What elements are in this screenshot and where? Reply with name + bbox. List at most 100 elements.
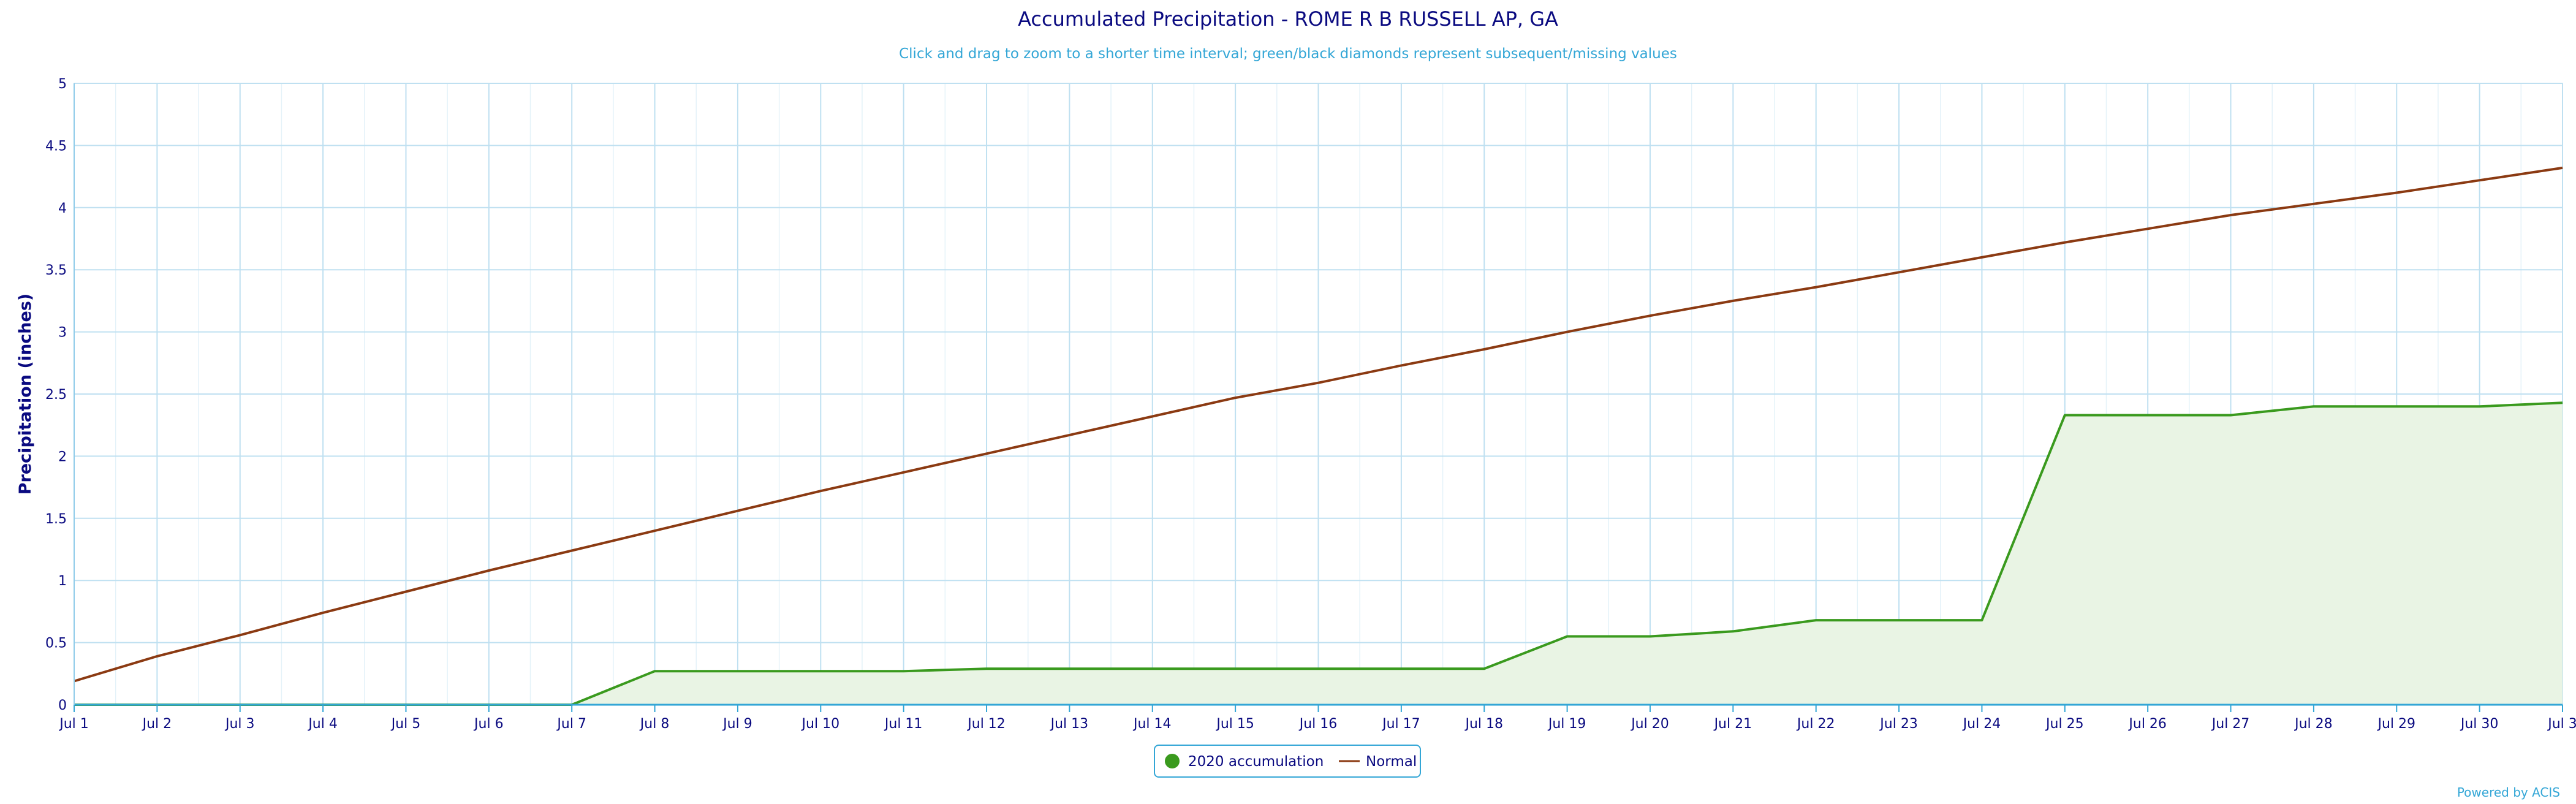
data-point-2020-accumulation[interactable] xyxy=(2395,404,2398,408)
data-point-2020-accumulation[interactable] xyxy=(1400,667,1403,670)
x-tick-label: Jul 29 xyxy=(2377,716,2416,732)
y-tick-label: 4.5 xyxy=(45,138,67,154)
data-point-normal[interactable] xyxy=(1814,286,1818,289)
data-point-2020-accumulation[interactable] xyxy=(1566,635,1569,639)
data-point-normal[interactable] xyxy=(2561,166,2564,170)
data-point-normal[interactable] xyxy=(1317,381,1320,385)
x-tick-label: Jul 9 xyxy=(722,716,752,732)
data-point-normal[interactable] xyxy=(1151,415,1154,419)
x-tick-label: Jul 4 xyxy=(307,716,338,732)
data-point-normal[interactable] xyxy=(902,471,906,474)
x-axis: Jul 1 Jul 2 Jul 3 Jul 4 Jul 5 Jul 6 Jul 7 Jul 8… xyxy=(58,704,2576,732)
x-tick-label: Jul 16 xyxy=(1298,716,1338,732)
data-point-normal[interactable] xyxy=(2312,202,2316,206)
x-tick-label: Jul 15 xyxy=(1215,716,1254,732)
data-point-2020-accumulation[interactable] xyxy=(653,669,657,673)
data-point-normal[interactable] xyxy=(1233,396,1237,400)
data-point-2020-accumulation[interactable] xyxy=(2312,404,2316,408)
legend-label-normal: Normal xyxy=(1366,754,1417,770)
data-point-normal[interactable] xyxy=(2063,241,2067,245)
data-point-2020-accumulation[interactable] xyxy=(2146,414,2150,417)
data-point-2020-accumulation[interactable] xyxy=(2561,401,2564,404)
x-tick-label: Jul 18 xyxy=(1464,716,1503,732)
data-point-normal[interactable] xyxy=(736,509,740,513)
data-point-normal[interactable] xyxy=(238,633,242,637)
y-tick-label: 0.5 xyxy=(45,636,67,651)
data-point-2020-accumulation[interactable] xyxy=(1482,667,1486,670)
x-tick-label: Jul 13 xyxy=(1050,716,1089,732)
x-tick-label: Jul 20 xyxy=(1630,716,1669,732)
data-point-2020-accumulation[interactable] xyxy=(1233,667,1237,670)
data-point-2020-accumulation[interactable] xyxy=(1897,618,1901,622)
y-axis: 0 0.5 1 1.5 2 2.5 3 3.5 4 4.5 5 xyxy=(45,77,75,713)
data-point-normal[interactable] xyxy=(819,489,822,493)
data-point-2020-accumulation[interactable] xyxy=(902,669,906,673)
data-point-2020-accumulation[interactable] xyxy=(1317,667,1320,670)
data-point-normal[interactable] xyxy=(653,529,657,533)
data-point-2020-accumulation[interactable] xyxy=(2478,404,2482,408)
data-point-2020-accumulation[interactable] xyxy=(2063,414,2067,417)
x-tick-label: Jul 26 xyxy=(2127,716,2167,732)
x-tick-label: Jul 6 xyxy=(473,716,504,732)
y-tick-label: 0 xyxy=(58,698,67,713)
x-tick-label: Jul 25 xyxy=(2045,716,2084,732)
y-tick-label: 4 xyxy=(58,201,67,216)
chart-subtitle: Click and drag to zoom to a shorter time… xyxy=(899,46,1677,62)
data-point-normal[interactable] xyxy=(487,569,491,572)
x-tick-label: Jul 5 xyxy=(390,716,421,732)
x-tick-label: Jul 8 xyxy=(639,716,670,732)
data-point-normal[interactable] xyxy=(1731,299,1735,303)
series-area-2020-accumulation xyxy=(74,403,2563,705)
y-tick-label: 1 xyxy=(58,574,67,589)
data-point-normal[interactable] xyxy=(321,611,325,615)
x-tick-label: Jul 30 xyxy=(2460,716,2499,732)
data-point-normal[interactable] xyxy=(2146,227,2150,230)
x-tick-label: Jul 10 xyxy=(801,716,840,732)
data-point-normal[interactable] xyxy=(570,549,574,553)
data-point-2020-accumulation[interactable] xyxy=(1814,618,1818,622)
data-point-2020-accumulation[interactable] xyxy=(1980,618,1983,622)
x-tick-label: Jul 12 xyxy=(966,716,1006,732)
data-point-normal[interactable] xyxy=(2229,213,2233,217)
y-axis-label: Precipitation (inches) xyxy=(16,294,35,495)
data-point-2020-accumulation[interactable] xyxy=(1731,629,1735,633)
y-tick-label: 3 xyxy=(58,325,67,341)
x-tick-label: Jul 27 xyxy=(2211,716,2250,732)
legend-item-2020-accumulation[interactable]: 2020 accumulation xyxy=(1165,754,1324,770)
data-point-normal[interactable] xyxy=(985,452,988,455)
x-tick-label: Jul 3 xyxy=(2547,716,2576,732)
data-point-2020-accumulation[interactable] xyxy=(1151,667,1154,670)
data-point-normal[interactable] xyxy=(1067,433,1071,437)
legend[interactable]: 2020 accumulation Normal xyxy=(1154,745,1421,778)
x-tick-label: Jul 23 xyxy=(1879,716,1918,732)
x-tick-label: Jul 7 xyxy=(556,716,586,732)
x-tick-label: Jul 11 xyxy=(884,716,923,732)
credit-link[interactable]: Powered by ACIS xyxy=(2457,785,2560,800)
data-point-normal[interactable] xyxy=(1980,256,1983,259)
series-line-normal[interactable] xyxy=(74,166,2563,683)
data-point-normal[interactable] xyxy=(1400,363,1403,367)
data-point-2020-accumulation[interactable] xyxy=(1067,667,1071,670)
legend-item-normal[interactable]: Normal xyxy=(1339,754,1417,770)
x-tick-label: Jul 3 xyxy=(224,716,255,732)
data-point-2020-accumulation[interactable] xyxy=(1648,635,1652,639)
data-point-2020-accumulation[interactable] xyxy=(736,669,740,673)
y-tick-label: 5 xyxy=(58,77,67,92)
data-point-2020-accumulation[interactable] xyxy=(819,669,822,673)
data-point-2020-accumulation[interactable] xyxy=(985,667,988,670)
data-point-normal[interactable] xyxy=(1897,270,1901,274)
data-point-normal[interactable] xyxy=(1566,330,1569,334)
y-tick-label: 2.5 xyxy=(45,387,67,403)
data-point-2020-accumulation[interactable] xyxy=(2229,414,2233,417)
data-point-normal[interactable] xyxy=(1648,314,1652,317)
x-tick-label: Jul 14 xyxy=(1132,716,1172,732)
x-tick-label: Jul 28 xyxy=(2294,716,2333,732)
data-point-normal[interactable] xyxy=(1482,347,1486,351)
data-point-normal[interactable] xyxy=(2478,178,2482,182)
data-point-normal[interactable] xyxy=(155,654,159,658)
x-tick-label: Jul 17 xyxy=(1381,716,1420,732)
data-point-normal[interactable] xyxy=(2395,191,2398,195)
x-tick-label: Jul 21 xyxy=(1713,716,1752,732)
data-point-normal[interactable] xyxy=(404,590,408,594)
